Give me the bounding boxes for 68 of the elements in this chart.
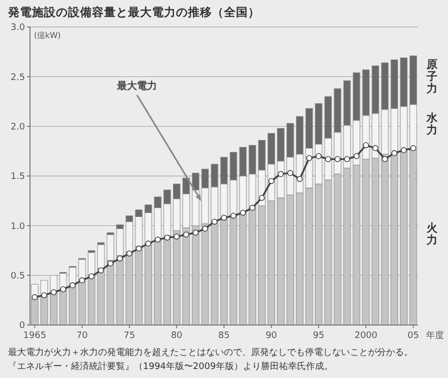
- annotation: 最大電力: [116, 80, 157, 92]
- y-tick-label: 0.5: [10, 271, 25, 282]
- point: [278, 171, 284, 178]
- point: [41, 292, 48, 298]
- point: [126, 250, 132, 256]
- point: [174, 234, 180, 240]
- point: [400, 147, 407, 154]
- point: [240, 210, 246, 216]
- point: [268, 178, 274, 184]
- point: [145, 240, 152, 247]
- point: [334, 156, 341, 162]
- point: [164, 234, 170, 241]
- bar: [220, 217, 228, 326]
- point: [230, 212, 236, 219]
- y-tick-label: 1.0: [10, 222, 26, 232]
- y-axis-title: (億kW): [34, 31, 61, 40]
- y-tick-label: 1.5: [10, 172, 25, 182]
- bar: [154, 239, 162, 326]
- point: [249, 204, 256, 211]
- point: [154, 236, 161, 243]
- x-tick-label: 85: [218, 331, 230, 341]
- point: [50, 289, 57, 296]
- point: [107, 260, 114, 266]
- point: [79, 277, 86, 284]
- y-tick-label: 3.0: [10, 23, 26, 34]
- y-tick-label: 0: [19, 321, 26, 332]
- point: [287, 170, 294, 176]
- x-tick-label: 1965: [23, 331, 46, 341]
- series-label: 水力: [426, 111, 438, 136]
- point: [382, 156, 388, 162]
- point: [391, 150, 398, 156]
- x-tick-label: 75: [124, 331, 136, 341]
- point: [60, 286, 66, 292]
- point: [136, 246, 142, 252]
- point: [296, 176, 303, 182]
- point: [221, 214, 227, 221]
- point: [202, 226, 208, 232]
- point: [372, 145, 378, 152]
- point: [325, 156, 332, 162]
- x-tick-label: 80: [170, 331, 183, 341]
- point: [116, 255, 123, 262]
- point: [258, 194, 265, 201]
- point: [316, 153, 322, 160]
- x-tick-label: 2000: [354, 331, 378, 341]
- y-tick-label: 2.0: [10, 122, 26, 132]
- series-label: 火力: [426, 222, 438, 247]
- point: [353, 153, 360, 160]
- x-tick-label: 70: [76, 331, 88, 341]
- point: [344, 156, 350, 162]
- point: [410, 145, 416, 152]
- x-tick-label: 95: [312, 331, 324, 341]
- series-label: 原子力: [426, 58, 438, 96]
- point: [183, 232, 190, 238]
- point: [98, 267, 104, 274]
- point: [88, 273, 95, 280]
- point: [70, 282, 76, 288]
- text: 『エネルギー・経済統計要覧』（1994年版〜2009年版）より勝田祐幸氏作成。: [8, 361, 333, 372]
- x-tick-label: 90: [266, 331, 278, 341]
- x-tick-label: 05: [408, 331, 419, 341]
- point: [32, 294, 38, 300]
- point: [362, 142, 369, 148]
- point: [306, 155, 312, 162]
- y-tick-label: 2.5: [10, 72, 25, 83]
- point: [192, 230, 199, 236]
- text: 最大電力が火力＋水力の発電能力を超えたことはないので、原発なしでも停電しないことが分かる。: [8, 347, 413, 358]
- chart-title: 発電施設の設備容量と最大電力の推移（全国）: [7, 5, 260, 19]
- x-axis-title: 年度: [426, 330, 444, 341]
- point: [212, 218, 218, 225]
